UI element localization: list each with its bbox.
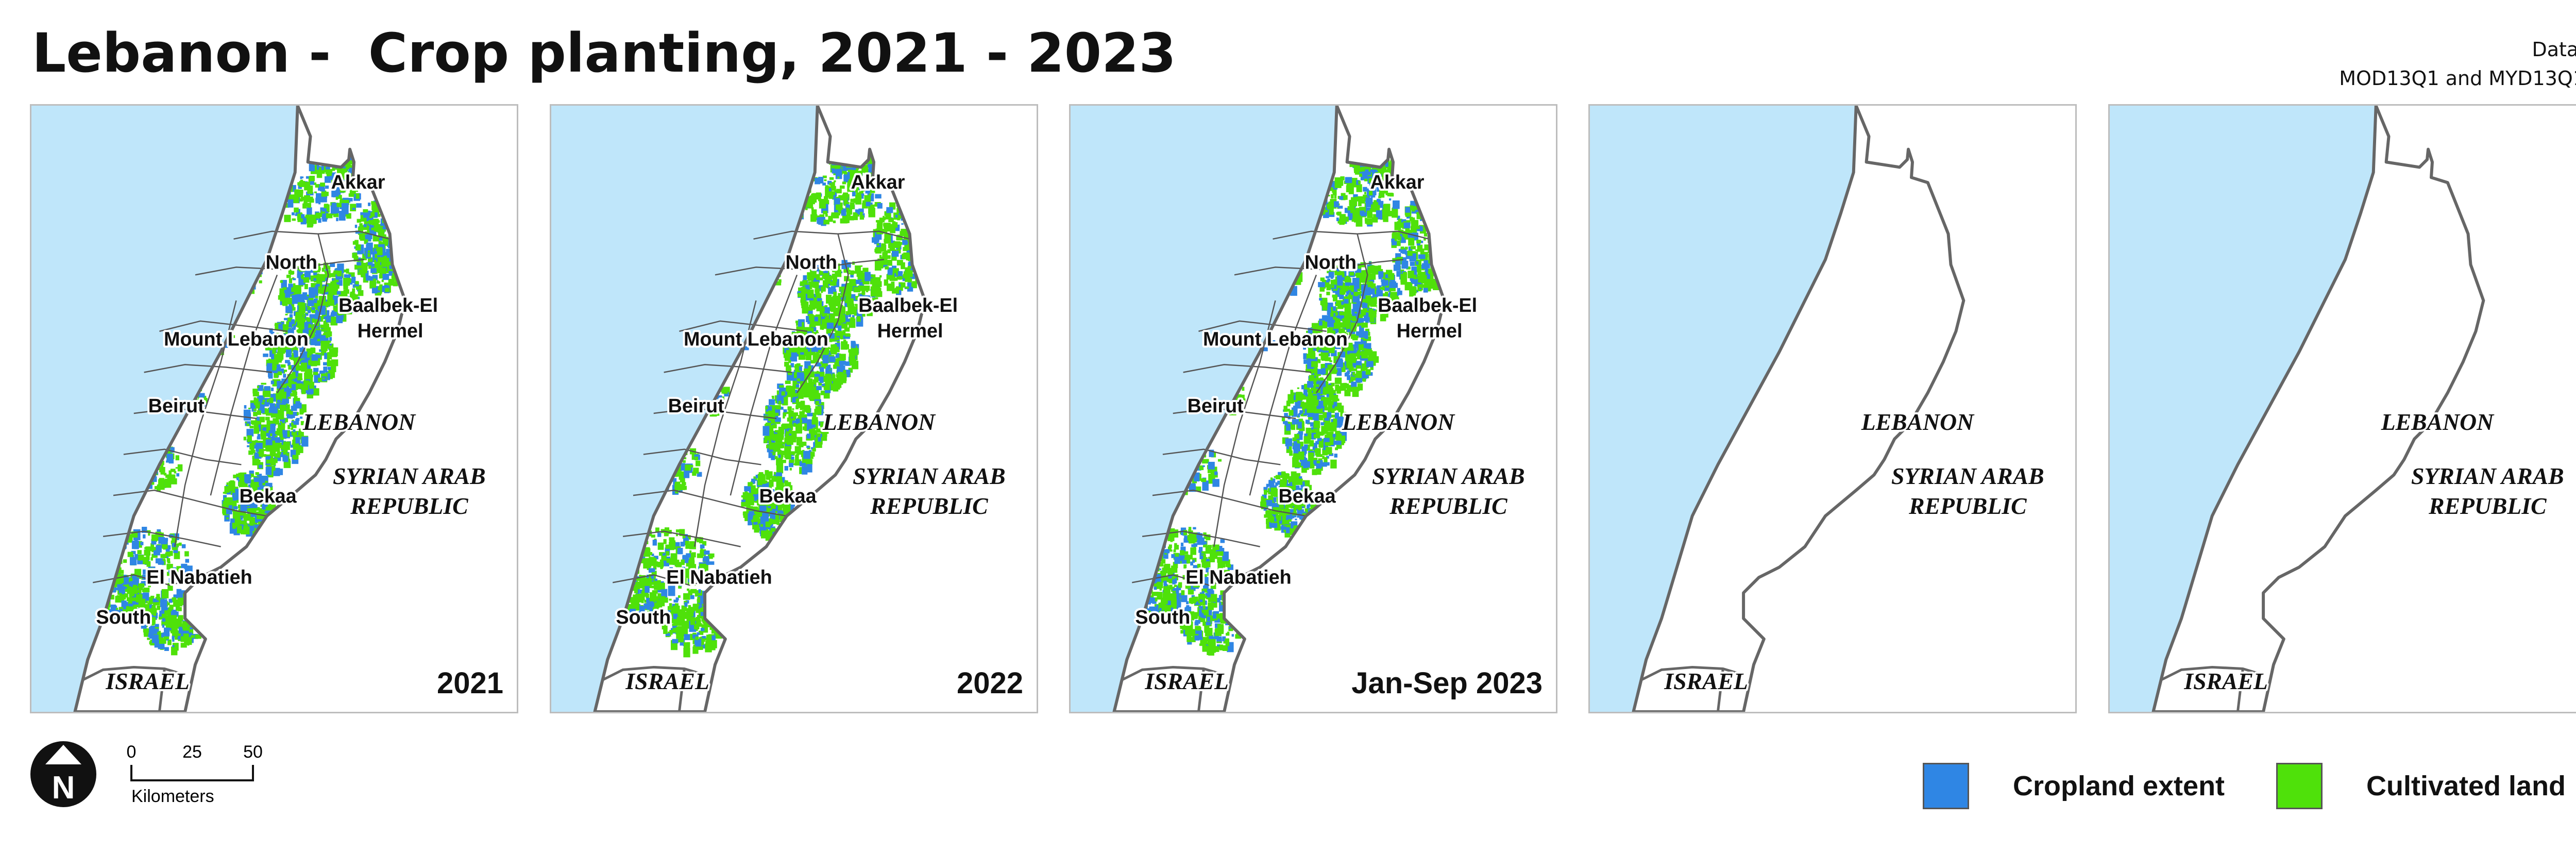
region-label-north: North [265,252,317,273]
legend-item-cultivated: Cultivated land [2276,763,2566,809]
region-label-mount-lebanon: Mount Lebanon [1203,329,1348,350]
country-label-syria-line2: REPUBLIC [2428,493,2547,519]
country-label-syria-line2: REPUBLIC [350,493,468,519]
country-label-syria-line1: SYRIAN ARAB [333,463,486,489]
north-arrow-icon: N [29,740,98,809]
panel-period-label: 2021 [436,666,503,700]
region-label-akkar: Akkar [331,172,385,193]
country-label-israel: ISRAEL [2183,668,2268,694]
lebanon-area [1633,106,1964,712]
country-label-syria-line1: SYRIAN ARAB [2411,463,2564,489]
country-label-lebanon: LEBANON [822,409,936,435]
data-source-value: MOD13Q1 and MYD13Q1 [2339,67,2576,90]
region-label-beirut: Beirut [148,395,205,417]
map-canvas: LEBANON SYRIAN ARAB REPUBLIC ISRAEL [1590,106,2075,712]
region-label-mount-lebanon: Mount Lebanon [684,329,828,350]
map-canvas: LEBANON SYRIAN ARAB REPUBLIC ISRAEL [2110,106,2576,712]
region-label-hermel: Hermel [358,321,423,342]
region-label-nabatieh: El Nabatieh [146,566,252,588]
country-label-lebanon: LEBANON [1342,409,1455,435]
lebanon-border [593,106,927,712]
neighbour-country-area [705,106,1037,712]
panel-period-label: 2022 [956,666,1023,700]
region-label-north: North [1304,252,1357,273]
country-label-israel: ISRAEL [105,668,190,694]
panel-period-label: Jan-Sep 2023 [1351,666,1543,700]
country-label-lebanon: LEBANON [2381,409,2495,435]
region-label-akkar: Akkar [1370,172,1425,193]
region-label-bekaa: Bekaa [759,486,817,507]
legend-label-cropland: Cropland extent [2013,771,2225,801]
country-label-syria-line2: REPUBLIC [870,493,988,519]
sea-area [2110,106,2389,712]
scale-tick-25: 25 [182,742,202,762]
neighbour-country-area [2263,106,2576,712]
region-label-hermel: Hermel [1397,321,1463,342]
map-canvas: Akkar North Baalbek-El Hermel Mount Lebanon B… [551,106,1037,712]
country-label-lebanon: LEBANON [1861,409,1975,435]
region-label-north: North [785,252,837,273]
map-panel-2021[interactable]: Akkar North Baalbek-El Hermel Mount Lebanon B… [30,104,518,713]
neighbour-country-area [1743,106,2075,712]
israel-border [1632,665,1744,712]
sea-area [1590,106,1869,712]
region-label-nabatieh: El Nabatieh [1185,566,1292,588]
neighbour-country-area [1224,106,1556,712]
region-label-baalbek: Baalbek-El [338,295,438,316]
region-label-south: South [96,607,151,628]
region-label-baalbek: Baalbek-El [858,295,958,316]
lebanon-border [1632,106,1965,712]
map-title: Lebanon - Crop planting, 2021 - 2023 [32,22,1176,85]
israel-border [2152,665,2264,712]
country-label-syria-line2: REPUBLIC [1389,493,1507,519]
country-label-syria-line1: SYRIAN ARAB [853,463,1006,489]
scale-unit: Kilometers [131,787,214,806]
region-label-bekaa: Bekaa [1278,486,1336,507]
neighbour-country-area [185,106,517,712]
admin-boundaries [613,230,910,586]
country-label-syria-line1: SYRIAN ARAB [1372,463,1525,489]
region-label-baalbek: Baalbek-El [1378,295,1477,316]
country-label-syria-line2: REPUBLIC [1908,493,2027,519]
israel-border [1113,665,1225,712]
legend-swatch-cultivated [2276,763,2323,809]
region-label-south: South [1135,607,1190,628]
map-panel-blank-1[interactable]: LEBANON SYRIAN ARAB REPUBLIC ISRAEL [1588,104,2077,713]
map-canvas: Akkar North Baalbek-El Hermel Mount Lebanon B… [1071,106,1556,712]
scale-bar: 0 25 50 Kilometers [126,738,281,810]
region-label-beirut: Beirut [668,395,724,417]
map-panel-2023[interactable]: Akkar North Baalbek-El Hermel Mount Lebanon B… [1069,104,1557,713]
data-source-label: Data: [2532,38,2576,61]
region-label-akkar: Akkar [851,172,905,193]
lebanon-border [2151,106,2485,712]
lebanon-area [2153,106,2484,712]
region-label-beirut: Beirut [1188,395,1244,417]
legend-label-cultivated: Cultivated land [2366,771,2566,801]
region-label-hermel: Hermel [877,321,943,342]
region-label-south: South [616,607,671,628]
region-label-bekaa: Bekaa [239,486,297,507]
map-panel-blank-2[interactable]: LEBANON SYRIAN ARAB REPUBLIC ISRAEL [2108,104,2576,713]
legend-swatch-cropland [1923,763,1969,809]
region-label-nabatieh: El Nabatieh [666,566,772,588]
country-label-israel: ISRAEL [625,668,709,694]
lebanon-area [1114,106,1445,712]
legend-item-cropland: Cropland extent [1923,763,2225,809]
data-source-note: Data: MOD13Q1 and MYD13Q1 [2339,35,2576,93]
scale-tick-0: 0 [127,742,137,762]
country-label-israel: ISRAEL [1664,668,1748,694]
region-label-mount-lebanon: Mount Lebanon [164,329,309,350]
scale-tick-50: 50 [243,742,263,762]
map-canvas: Akkar North Baalbek-El Hermel Mount Lebanon B… [31,106,517,712]
country-label-israel: ISRAEL [1144,668,1229,694]
israel-border [594,665,705,712]
lebanon-border [1112,106,1446,712]
country-label-lebanon: LEBANON [302,409,416,435]
map-panel-2022[interactable]: Akkar North Baalbek-El Hermel Mount Lebanon B… [550,104,1038,713]
country-label-syria-line1: SYRIAN ARAB [1891,463,2044,489]
lebanon-border [73,106,407,712]
israel-border [74,665,185,712]
admin-boundaries [1132,230,1429,586]
north-arrow-letter: N [52,770,75,806]
